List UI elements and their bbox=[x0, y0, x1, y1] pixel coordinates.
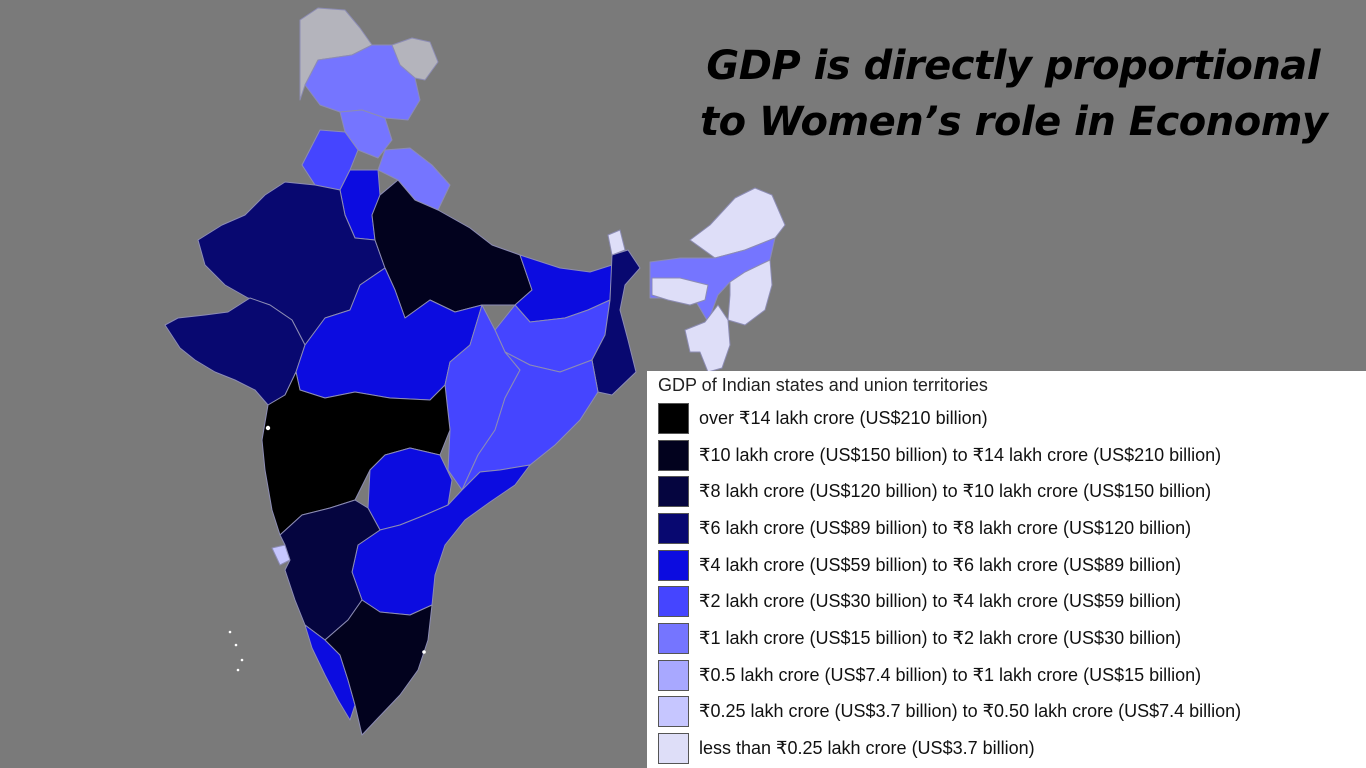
legend-item: ₹4 lakh crore (US$59 billion) to ₹6 lakh… bbox=[658, 547, 1366, 584]
island-dot bbox=[422, 650, 426, 654]
legend-item: ₹8 lakh crore (US$120 billion) to ₹10 la… bbox=[658, 473, 1366, 510]
legend-label: ₹4 lakh crore (US$59 billion) to ₹6 lakh… bbox=[699, 554, 1182, 575]
legend-label: ₹0.5 lakh crore (US$7.4 billion) to ₹1 l… bbox=[699, 664, 1202, 685]
legend-item: ₹10 lakh crore (US$150 billion) to ₹14 l… bbox=[658, 437, 1366, 474]
legend-label: over ₹14 lakh crore (US$210 billion) bbox=[699, 407, 988, 428]
region-tamil-nadu bbox=[324, 599, 433, 736]
legend-label: less than ₹0.25 lakh crore (US$3.7 billi… bbox=[699, 738, 1035, 759]
region-west-bengal bbox=[591, 249, 641, 396]
legend-list: over ₹14 lakh crore (US$210 billion) ₹10 … bbox=[658, 400, 1366, 767]
legend: GDP of Indian states and union territori… bbox=[647, 371, 1366, 768]
headline-line-1: GDP is directly proportional bbox=[706, 43, 1320, 89]
region-gujarat bbox=[164, 297, 306, 406]
legend-label: ₹6 lakh crore (US$89 billion) to ₹8 lakh… bbox=[699, 517, 1192, 538]
legend-item: ₹0.25 lakh crore (US$3.7 billion) to ₹0.… bbox=[658, 694, 1366, 731]
legend-item: ₹6 lakh crore (US$89 billion) to ₹8 lakh… bbox=[658, 510, 1366, 547]
legend-swatch bbox=[658, 439, 689, 471]
legend-swatch bbox=[658, 476, 689, 508]
legend-item: over ₹14 lakh crore (US$210 billion) bbox=[658, 400, 1366, 437]
island-dot bbox=[234, 643, 238, 647]
legend-swatch bbox=[658, 696, 689, 728]
legend-item: ₹1 lakh crore (US$15 billion) to ₹2 lakh… bbox=[658, 620, 1366, 657]
legend-swatch bbox=[658, 512, 689, 544]
legend-swatch bbox=[658, 586, 689, 618]
headline-line-2: to Women’s role in Economy bbox=[700, 99, 1328, 145]
legend-item: less than ₹0.25 lakh crore (US$3.7 billi… bbox=[658, 730, 1366, 767]
island-dot bbox=[236, 668, 240, 672]
legend-title: GDP of Indian states and union territori… bbox=[658, 375, 988, 395]
legend-label: ₹1 lakh crore (US$15 billion) to ₹2 lakh… bbox=[699, 627, 1182, 648]
region-meghalaya bbox=[651, 277, 709, 306]
legend-label: ₹2 lakh crore (US$30 billion) to ₹4 lakh… bbox=[699, 591, 1182, 612]
legend-item: ₹2 lakh crore (US$30 billion) to ₹4 lakh… bbox=[658, 583, 1366, 620]
region-sikkim bbox=[607, 229, 626, 256]
legend-item: ₹0.5 lakh crore (US$7.4 billion) to ₹1 l… bbox=[658, 657, 1366, 694]
legend-label: ₹10 lakh crore (US$150 billion) to ₹14 l… bbox=[699, 444, 1222, 465]
region-uttar-pradesh bbox=[371, 179, 533, 319]
region-nagaland-manipur bbox=[727, 259, 773, 326]
island-dot bbox=[228, 630, 232, 634]
legend-swatch bbox=[658, 549, 689, 581]
region-mizoram-tripura bbox=[684, 304, 731, 373]
legend-swatch bbox=[658, 733, 689, 765]
headline: GDP is directly proportional to Women’s … bbox=[700, 38, 1328, 150]
legend-swatch bbox=[658, 622, 689, 654]
island-dot bbox=[240, 658, 244, 662]
legend-swatch bbox=[658, 402, 689, 434]
legend-label: ₹0.25 lakh crore (US$3.7 billion) to ₹0.… bbox=[699, 701, 1242, 722]
island-dot bbox=[265, 425, 271, 431]
legend-swatch bbox=[658, 659, 689, 691]
legend-label: ₹8 lakh crore (US$120 billion) to ₹10 la… bbox=[699, 481, 1212, 502]
